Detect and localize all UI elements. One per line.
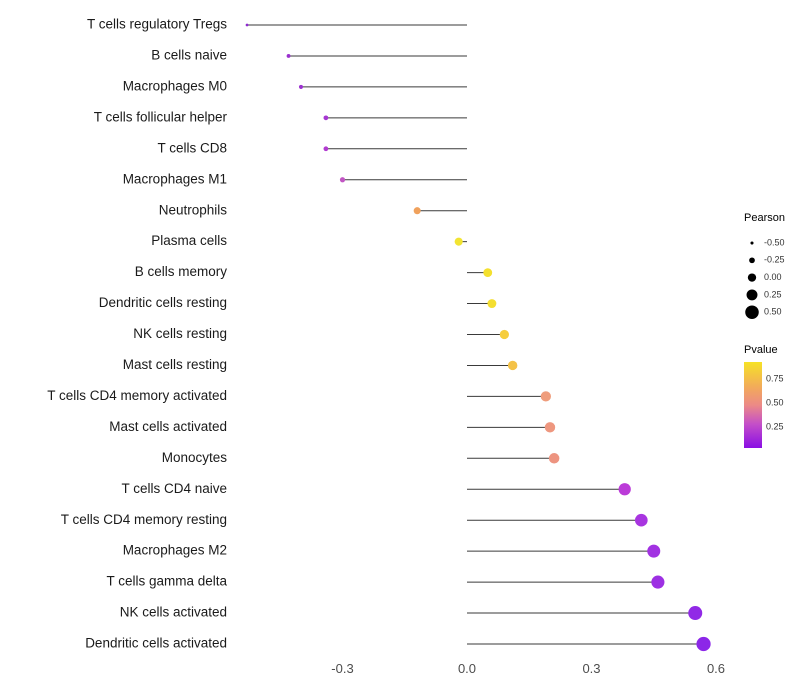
lollipop-row: T cells CD8 (157, 140, 467, 155)
lollipop-dot (499, 329, 509, 340)
lollipop-row: Neutrophils (159, 202, 467, 217)
category-label: T cells CD8 (157, 140, 227, 155)
x-tick-label: 0.6 (707, 661, 725, 676)
pvalue-gradient-bar (744, 362, 762, 448)
lollipop-row: Plasma cells (151, 233, 467, 248)
pearson-size-legend-dot (745, 305, 759, 319)
lollipop-dot (454, 237, 463, 246)
pearson-legend-title: Pearson (744, 212, 785, 224)
lollipop-dot (548, 453, 560, 464)
pearson-size-legend-dot (750, 241, 754, 245)
lollipop-row: NK cells activated (120, 605, 703, 621)
category-label: Dendritic cells activated (85, 636, 227, 651)
category-label: T cells regulatory Tregs (87, 17, 227, 32)
lollipop-dot (618, 483, 631, 496)
pvalue-legend-label: 0.75 (766, 374, 784, 384)
pvalue-legend-title: Pvalue (744, 344, 778, 356)
lollipop-row: Mast cells activated (109, 419, 556, 434)
lollipop-row: Macrophages M0 (123, 78, 467, 93)
x-tick-label: 0.3 (582, 661, 600, 676)
lollipop-row: T cells CD4 naive (121, 481, 631, 496)
lollipop-row: B cells naive (151, 48, 467, 63)
lollipop-dot (323, 146, 329, 152)
pearson-size-legend-dot (749, 257, 755, 264)
category-label: Mast cells resting (123, 357, 227, 372)
x-tick-label: -0.3 (331, 661, 353, 676)
lollipop-row: NK cells resting (133, 326, 509, 341)
category-label: B cells naive (151, 48, 227, 63)
lollipop-dot (323, 115, 329, 121)
category-label: Monocytes (162, 450, 228, 465)
lollipop-dot (634, 513, 648, 527)
category-label: Macrophages M0 (123, 78, 227, 93)
pearson-size-legend-dot (747, 273, 757, 282)
category-label: Plasma cells (151, 233, 227, 248)
category-label: T cells CD4 naive (121, 481, 227, 496)
category-label: B cells memory (135, 264, 228, 279)
category-label: T cells gamma delta (106, 574, 227, 589)
pearson-size-legend-label: 0.25 (764, 289, 782, 299)
pearson-size-legend-label: 0.00 (764, 272, 782, 282)
lollipop-row: Dendritic cells resting (99, 295, 497, 310)
lollipop-dot (413, 207, 421, 215)
lollipop-dot (696, 636, 711, 652)
lollipop-dot (540, 391, 551, 402)
lollipop-row: Monocytes (162, 450, 560, 465)
category-label: Macrophages M1 (123, 171, 227, 186)
lollipop-dot (651, 575, 665, 589)
lollipop-dot (339, 177, 346, 183)
category-label: Mast cells activated (109, 419, 227, 434)
lollipop-row: B cells memory (135, 264, 493, 279)
category-label: Dendritic cells resting (99, 295, 227, 310)
lollipop-row: Dendritic cells activated (85, 636, 711, 652)
pvalue-legend-label: 0.25 (766, 421, 784, 431)
category-label: T cells CD4 memory activated (47, 388, 227, 403)
pvalue-legend-label: 0.50 (766, 397, 784, 407)
x-tick-label: 0.0 (458, 661, 476, 676)
pearson-size-legend-label: -0.25 (764, 255, 785, 265)
category-label: Macrophages M2 (123, 543, 227, 558)
category-label: T cells follicular helper (94, 109, 228, 124)
lollipop-dot (298, 84, 304, 89)
lollipop-row: Mast cells resting (123, 357, 518, 372)
lollipop-row: T cells CD4 memory activated (47, 388, 551, 403)
category-label: NK cells resting (133, 326, 227, 341)
lollipop-row: T cells gamma delta (106, 574, 665, 589)
lollipop-row: T cells follicular helper (94, 109, 467, 124)
category-label: Neutrophils (159, 202, 228, 217)
lollipop-dot (544, 422, 556, 433)
lollipop-dot (487, 299, 497, 309)
pearson-size-legend-label: 0.50 (764, 307, 782, 317)
lollipop-dot (647, 544, 661, 558)
pearson-size-legend-label: -0.50 (764, 237, 785, 247)
lollipop-row: T cells regulatory Tregs (87, 17, 467, 32)
lollipop-dot (483, 268, 493, 278)
lollipop-dot (507, 360, 518, 371)
lollipop-dot (245, 23, 249, 27)
pearson-size-legend-dot (746, 289, 758, 301)
lollipop-dot (286, 54, 291, 58)
lollipop-row: T cells CD4 memory resting (61, 512, 648, 527)
category-label: NK cells activated (120, 605, 227, 620)
category-label: T cells CD4 memory resting (61, 512, 227, 527)
lollipop-row: Macrophages M1 (123, 171, 467, 186)
lollipop-dot (688, 606, 703, 621)
lollipop-row: Macrophages M2 (123, 543, 661, 558)
